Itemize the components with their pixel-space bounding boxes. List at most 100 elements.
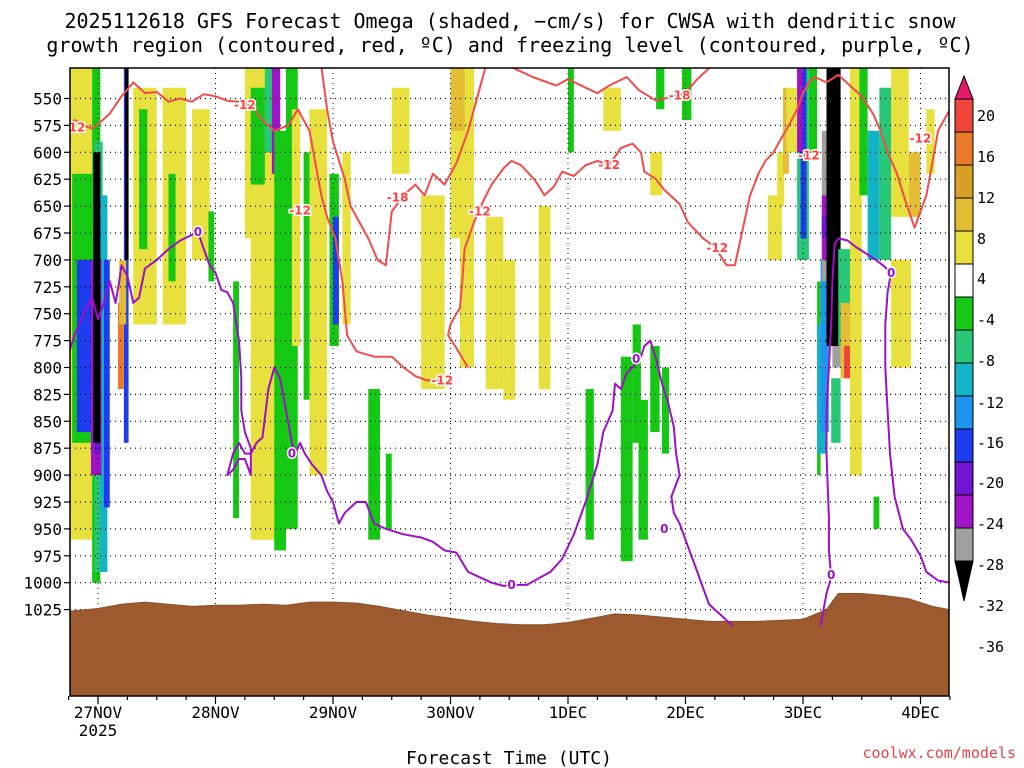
omega-cell-yellow [309,109,328,476]
chart-title-line-2: growth region (contoured, red, ºC) and f… [46,33,973,57]
colorbar-label: -4 [977,311,995,329]
colorbar-cap-top [954,74,974,100]
chart-title-line-1: 2025112618 GFS Forecast Omega (shaded, −… [64,9,956,33]
x-tick-label: 1DEC [549,703,588,722]
colorbar-label: -8 [977,352,995,370]
omega-cell-green [250,87,265,196]
omega-cell-gold [119,259,127,325]
omega-cell-green [139,109,148,250]
omega-cell-green [585,389,594,540]
colorbar-label: -20 [977,474,1004,492]
plot-area: -12 -12 -12 -18 -12 -12 -12 -18 -12 -12 -12 0 0 0 0 0 0 0 [64,67,950,697]
colorbar-swatch [954,230,974,265]
contour-label: -12 [469,204,491,218]
omega-cell-yellow [342,152,351,325]
omega-cell-yellow [459,173,474,368]
omega-cell-green [650,345,660,433]
omega-shading-layer [70,68,935,583]
omega-cell-yellow [421,195,445,390]
freezing-level-line [70,230,734,627]
x-tick-label: 4DEC [901,703,940,722]
colorbar-label: -12 [977,394,1004,412]
colorbar-swatch [954,296,974,331]
colorbar-swatch [954,98,974,133]
omega-cell-black [125,68,129,260]
colorbar-swatch [954,428,974,463]
contour-label: -12 [64,121,86,135]
omega-cell-violet [821,216,829,239]
omega-cell-green [873,496,880,529]
colorbar-swatch [954,164,974,199]
y-tick-label: 875 [33,439,62,458]
y-tick-label: 650 [33,197,62,216]
contour-label: -12 [910,131,932,145]
contour-label: -18 [669,88,691,102]
omega-cell-green [303,152,310,400]
contour-label: -12 [598,158,620,172]
y-tick-label: 850 [33,412,62,431]
contour-label: -12 [706,241,728,255]
omega-cell-gold [450,68,465,131]
y-tick-label: 775 [33,332,62,351]
colorbar-swatch [954,527,974,562]
colorbar-swatch [954,494,974,529]
colorbar-label: 20 [977,107,995,125]
omega-cell-teal [879,87,892,260]
dgz-contour-line [70,81,443,382]
contour-label: -12 [798,149,820,163]
omega-cell-yellow [485,216,504,390]
omega-cell-purple [271,68,281,174]
colorbar-swatch [954,395,974,430]
colorbar-label: 12 [977,189,995,207]
omega-cell-gray [832,345,841,368]
y-tick-label: 900 [33,466,62,485]
omega-cell-green [208,211,215,282]
omega-cell-green [808,68,818,153]
omega-cell-yellow [603,87,621,131]
contour-label: -18 [387,190,409,204]
colorbar-cap-bottom [954,560,974,602]
colorbar: 20 16 12 8 4 -4 -8 -12 -16 -20 -24 -28 -32 -36 [954,74,1004,656]
contour-label: 0 [632,352,640,366]
x-tick-label: 30NOV [426,703,475,722]
contour-label-layer: -12 -12 -12 -18 -12 -12 -12 -18 -12 -12 -12 0 0 0 0 0 0 0 [64,87,933,594]
y-tick-label: 825 [33,385,62,404]
x-tick-label: 27NOV [74,703,123,722]
colorbar-label: 4 [977,270,986,288]
omega-cell-blue [333,216,339,325]
omega-cell-yellow [891,68,909,217]
y-tick-label: 950 [33,520,62,539]
omega-cell-yellow [391,87,410,174]
contour-label: -12 [234,98,256,112]
omega-cell-cyan [867,130,880,260]
contour-label: 0 [507,578,515,592]
contour-label: 0 [887,266,895,280]
omega-cell-yellow [926,109,935,174]
colorbar-label: -28 [977,556,1004,574]
terrain [70,593,949,696]
omega-cell-teal [831,378,841,443]
x-tick-label: 28NOV [191,703,240,722]
y-tick-label: 700 [33,251,62,270]
omega-cell-yellow [250,184,277,540]
omega-cell-black [826,68,841,346]
credit-text: coolwx.com/models [862,744,1016,762]
omega-cell-lightblue [820,259,829,433]
colorbar-label: -36 [977,638,1004,656]
omega-cell-yellow [503,259,516,400]
y-axis-pressure: 550 575 600 625 650 675 700 725 750 775 800 825 850 8… [23,90,70,620]
colorbar-swatch [954,197,974,232]
omega-cell-green [656,68,665,110]
x-tick-label: 3DEC [784,703,823,722]
omega-cell-yellow [891,259,912,368]
omega-cell-yellow [538,206,551,390]
freezing-level-line [819,237,949,626]
y-tick-label: 600 [33,143,62,162]
omega-cell-red [844,345,850,379]
omega-cell-orange [117,302,124,390]
omega-cell-green [681,68,692,121]
y-tick-label: 750 [33,305,62,324]
y-tick-label: 725 [33,278,62,297]
omega-cell-blue [103,259,110,508]
